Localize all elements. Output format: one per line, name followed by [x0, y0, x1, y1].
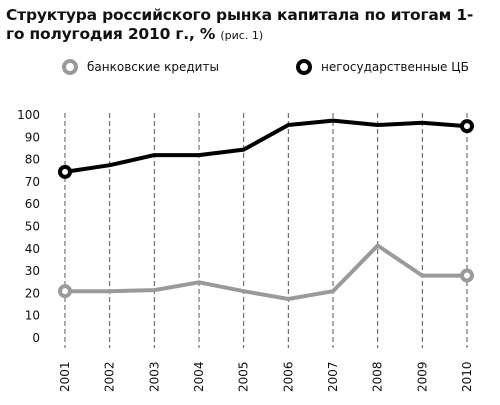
- x-tick-label-2005: 2005: [237, 361, 251, 392]
- x-tick-label-2008: 2008: [371, 361, 385, 392]
- x-tick-label-2010: 2010: [460, 361, 474, 392]
- y-tick-label-30: 30: [25, 264, 40, 278]
- x-tick-label-2004: 2004: [192, 361, 206, 392]
- legend-marker-nongov-securities: [296, 59, 312, 75]
- legend-item-nongov-securities: негосударственные ЦБ: [296, 58, 469, 76]
- y-tick-label-40: 40: [25, 242, 40, 256]
- legend-marker-bank-loans: [62, 59, 78, 75]
- legend-label-nongov-securities: негосударственные ЦБ: [321, 60, 469, 74]
- y-tick-label-100: 100: [17, 108, 40, 122]
- y-tick-label-20: 20: [25, 286, 40, 300]
- y-tick-label-80: 80: [25, 153, 40, 167]
- figure-note: (рис. 1): [220, 29, 264, 42]
- y-tick-label-0: 0: [32, 331, 40, 345]
- x-tick-label-2003: 2003: [147, 361, 161, 392]
- data-point-nongov-securities-2010: [460, 119, 474, 134]
- x-tick-label-2009: 2009: [415, 361, 429, 392]
- chart-title-text: Структура российского рынка капитала по …: [6, 6, 474, 43]
- data-point-bank-loans-2001: [58, 284, 72, 299]
- series-line-nongov-securities: [63, 118, 469, 174]
- legend-item-bank-loans: банковские кредиты: [62, 58, 219, 76]
- y-tick-label-70: 70: [25, 175, 40, 189]
- x-tick-label-2006: 2006: [281, 361, 295, 392]
- data-point-nongov-securities-2001: [58, 164, 72, 179]
- x-tick-label-2007: 2007: [326, 361, 340, 392]
- chart-title: Структура российского рынка капитала по …: [6, 6, 476, 45]
- series-line-bank-loans: [63, 243, 469, 301]
- data-point-bank-loans-2010: [460, 268, 474, 283]
- x-tick-label-2001: 2001: [58, 361, 72, 392]
- y-tick-label-10: 10: [25, 309, 40, 323]
- y-tick-label-50: 50: [25, 220, 40, 234]
- y-tick-label-90: 90: [25, 130, 40, 144]
- x-tick-label-2002: 2002: [103, 361, 117, 392]
- y-tick-label-60: 60: [25, 197, 40, 211]
- legend-label-bank-loans: банковские кредиты: [87, 60, 219, 74]
